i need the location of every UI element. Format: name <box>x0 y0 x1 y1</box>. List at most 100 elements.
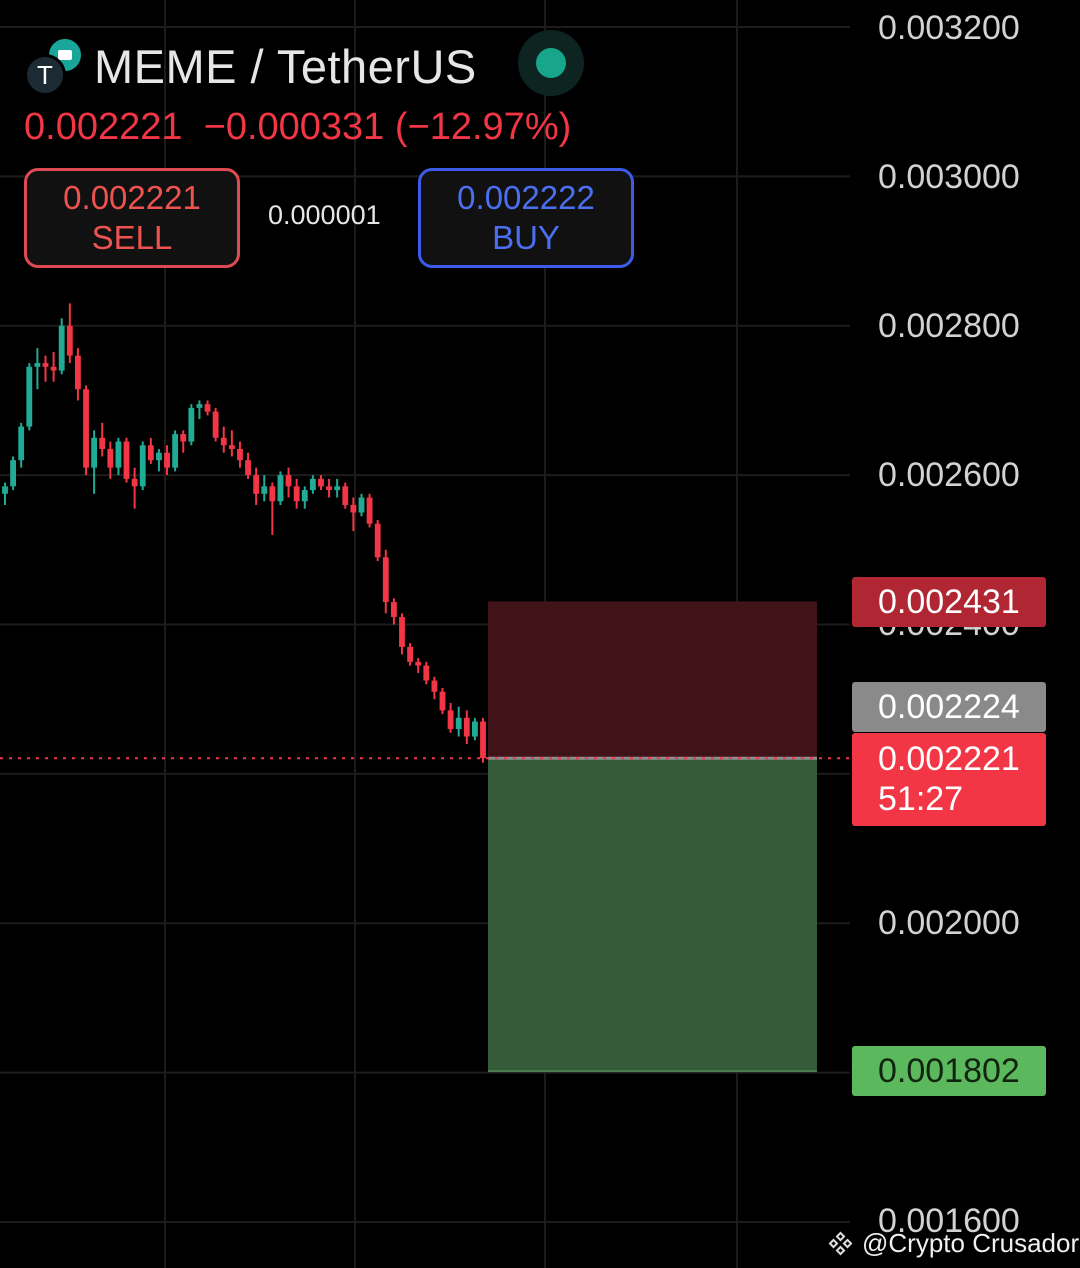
candle-down <box>269 482 276 535</box>
candle-body <box>10 460 17 487</box>
candle-down <box>318 475 324 491</box>
candle-body <box>318 478 324 487</box>
bid-price-tag: 0.002224 <box>852 682 1046 732</box>
axis-label: 0.002000 <box>878 904 1020 942</box>
candle-body <box>245 460 251 476</box>
candle-body <box>374 523 381 558</box>
candle-body <box>204 404 211 412</box>
candle-body <box>131 478 138 487</box>
stop-loss-zone <box>488 601 817 759</box>
candle-body <box>407 646 414 662</box>
candle-body <box>26 366 33 427</box>
candle-body <box>390 602 397 618</box>
tether-icon: T <box>24 54 66 96</box>
market-status-icon[interactable] <box>518 30 584 96</box>
candle-down <box>463 710 470 744</box>
candle-up <box>358 493 365 517</box>
candle-up <box>188 404 195 446</box>
candle-body <box>83 389 89 468</box>
candle-body <box>220 437 227 446</box>
candle-down <box>447 702 454 733</box>
candle-body <box>164 452 170 468</box>
candle-body <box>326 486 332 491</box>
candle-down <box>42 355 49 382</box>
candle-down <box>382 549 389 614</box>
candle-down <box>107 441 114 479</box>
candle-body <box>463 717 470 737</box>
axis-label: 0.003200 <box>878 9 1020 47</box>
sell-button[interactable]: 0.002221 SELL <box>24 168 240 268</box>
candle-up <box>2 482 8 505</box>
symbol-row[interactable]: T MEME / TetherUS <box>24 36 477 96</box>
candle-up <box>277 471 284 505</box>
candle-body <box>74 355 81 390</box>
candle-body <box>123 441 130 479</box>
candle-up <box>91 430 98 494</box>
candle-up <box>58 318 65 375</box>
candle-up <box>10 456 17 491</box>
candle-body <box>196 404 203 408</box>
candle-down <box>66 303 73 364</box>
pair-title[interactable]: MEME / TetherUS <box>94 39 477 93</box>
candle-body <box>115 441 122 468</box>
candle-down <box>253 467 260 505</box>
last-price-tag: 0.002221 51:27 <box>852 733 1046 826</box>
candle-body <box>358 497 365 513</box>
candle-body <box>334 486 341 491</box>
candle-down <box>399 613 405 655</box>
candle-body <box>447 710 454 730</box>
candle-down <box>147 437 154 464</box>
candle-down <box>415 658 422 674</box>
watermark: @Crypto Crusador <box>828 1228 1080 1259</box>
binance-logo-icon <box>828 1231 853 1255</box>
candle-down <box>366 493 373 528</box>
tether-icon-letter: T <box>37 59 53 90</box>
spread-value: 0.000001 <box>268 200 381 230</box>
take-profit-tag[interactable]: 0.001802 <box>852 1046 1046 1096</box>
candle-body <box>66 325 73 356</box>
candle-up <box>455 706 462 737</box>
candle-body <box>277 475 284 502</box>
axis-label: 0.001600 <box>878 1202 1020 1240</box>
price-change-line: 0.002221 −0.000331 (−12.97%) <box>24 106 571 149</box>
candle-body <box>58 325 65 371</box>
candle-down <box>293 478 300 509</box>
candle-down <box>407 643 414 666</box>
sell-label: SELL <box>91 219 173 256</box>
candle-body <box>50 366 57 371</box>
candle-body <box>42 363 49 367</box>
candle-body <box>139 445 146 487</box>
candle-up <box>334 478 341 498</box>
candle-up <box>471 717 478 741</box>
buy-button[interactable]: 0.002222 BUY <box>418 168 634 268</box>
candle-body <box>147 445 154 461</box>
candle-body <box>228 445 235 449</box>
candle-body <box>350 505 357 513</box>
candle-up <box>309 475 316 494</box>
candle-body <box>342 486 349 505</box>
buy-label: BUY <box>492 219 560 256</box>
stop-loss-tag[interactable]: 0.002431 <box>852 577 1046 627</box>
candle-down <box>423 661 430 685</box>
candle-body <box>99 437 106 449</box>
candle-body <box>309 478 316 491</box>
candle-body <box>253 475 260 494</box>
candle-up <box>196 400 203 420</box>
candle-body <box>2 486 8 494</box>
candle-down <box>480 717 486 763</box>
last-price-tag-value: 0.002221 <box>878 740 1020 778</box>
candle-body <box>180 434 187 442</box>
candle-body <box>439 691 446 711</box>
candle-down <box>285 467 292 498</box>
watermark-text: @Crypto Crusador <box>862 1228 1080 1258</box>
candle-body <box>172 434 179 468</box>
chart-header: T MEME / TetherUS 0.002221 −0.000331 (−1… <box>0 0 850 290</box>
candle-down <box>123 437 130 483</box>
candle-up <box>34 348 41 390</box>
axis-label: 0.003000 <box>878 158 1020 196</box>
candle-up <box>261 475 268 502</box>
candle-body <box>382 557 389 603</box>
candle-body <box>91 437 98 468</box>
last-price: 0.002221 <box>24 106 183 148</box>
candle-up <box>172 430 179 472</box>
